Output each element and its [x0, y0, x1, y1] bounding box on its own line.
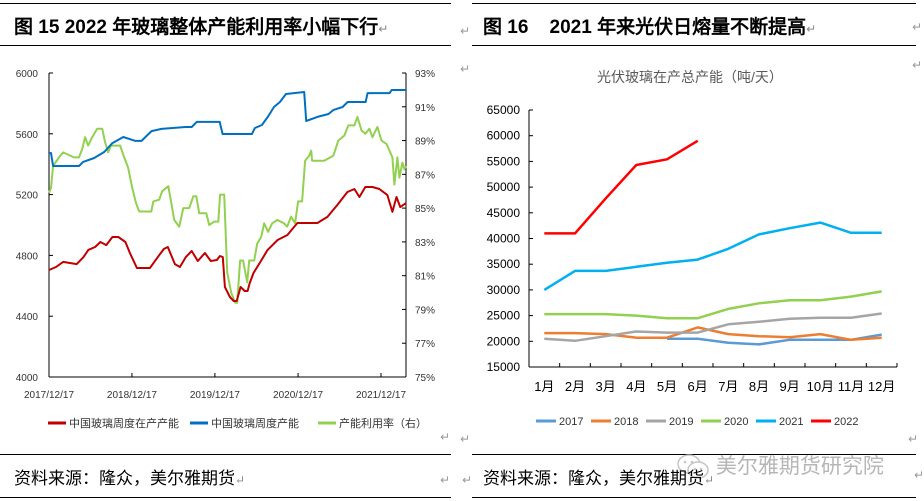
series-line-2021: [543, 221, 882, 291]
legend-label: 产能利用率（右）: [339, 416, 427, 430]
wechat-icon: [677, 454, 709, 480]
x-tick-label: 2017/12/17: [24, 390, 74, 401]
y2-tick-label: 77%: [415, 339, 435, 350]
x-tick-label: 12月: [868, 379, 895, 394]
legend-label: 2020: [724, 416, 748, 428]
y-tick-label: 60000: [487, 129, 521, 143]
y-tick-label: 65000: [487, 103, 521, 117]
legend-label: 2021: [779, 416, 803, 428]
y-tick-label: 35000: [487, 257, 521, 271]
y2-tick-label: 83%: [415, 238, 435, 249]
series-line-0: [48, 186, 407, 302]
divider: [0, 497, 451, 498]
paragraph-mark: ↵: [912, 20, 923, 34]
x-tick-label: 2019/12/17: [190, 390, 240, 401]
left-figure-title: 图 15 2022 年玻璃整体产能利用率小幅下行↵: [14, 17, 389, 38]
y2-tick-label: 81%: [415, 272, 435, 283]
series-line-1: [49, 89, 406, 167]
left-source-note: 资料来源：隆众，美尔雅期货↵: [14, 469, 246, 488]
x-tick-label: 9月: [780, 379, 800, 394]
y-tick-label: 45000: [487, 206, 521, 220]
legend-label: 中国玻璃周度在产产能: [69, 416, 179, 430]
divider: [0, 3, 451, 4]
y-tick-label: 55000: [487, 154, 521, 168]
paragraph-mark: ↵: [460, 62, 471, 76]
paragraph-mark: ↵: [912, 58, 923, 72]
y2-tick-label: 87%: [415, 170, 435, 181]
paragraph-mark: ↵: [462, 473, 473, 487]
y-tick-label: 4000: [16, 373, 39, 384]
y-tick-label: 50000: [487, 180, 521, 194]
series-line-2: [48, 115, 407, 304]
x-tick-label: 4月: [626, 379, 646, 394]
paragraph-mark: ↵: [440, 473, 451, 487]
y2-tick-label: 89%: [415, 137, 435, 148]
series-line-2020: [544, 290, 882, 320]
x-tick-label: 1月: [534, 379, 554, 394]
divider: [472, 45, 916, 46]
right-source-note: 资料来源：隆众，美尔雅期货↵: [483, 469, 715, 488]
watermark: 美尔雅期货研究院: [676, 450, 884, 481]
divider: [0, 454, 451, 455]
y-tick-label: 20000: [487, 334, 521, 348]
paragraph-mark: ↵: [914, 468, 924, 482]
paragraph-mark: ↵: [460, 432, 471, 446]
x-tick-label: 11月: [838, 379, 865, 394]
y-tick-label: 5200: [16, 191, 39, 202]
y-tick-label: 40000: [487, 232, 521, 246]
chart-title: 光伏玻璃在产总产能（吨/天）: [597, 69, 783, 85]
legend-label: 中国玻璃周度产能: [211, 416, 299, 430]
y2-tick-label: 79%: [415, 305, 435, 316]
y-tick-label: 4400: [16, 312, 39, 323]
y-tick-label: 15000: [487, 360, 521, 374]
legend-label: 2018: [614, 416, 638, 428]
x-tick-label: 3月: [596, 379, 616, 394]
y-tick-label: 25000: [487, 309, 521, 323]
paragraph-mark: ↵: [440, 430, 451, 444]
y2-tick-label: 93%: [415, 69, 435, 80]
x-tick-label: 2018/12/17: [107, 390, 157, 401]
y-tick-label: 5600: [16, 130, 39, 141]
x-tick-label: 2月: [565, 379, 585, 394]
divider: [0, 45, 451, 46]
paragraph-mark: ↵: [460, 24, 471, 38]
x-tick-label: 7月: [718, 379, 738, 394]
divider: [472, 454, 916, 455]
series-line-2018: [544, 326, 882, 342]
x-tick-label: 2020/12/17: [273, 390, 323, 401]
y2-tick-label: 75%: [415, 373, 435, 384]
x-tick-label: 8月: [749, 379, 769, 394]
series-line-2022: [544, 139, 699, 235]
x-tick-label: 5月: [657, 379, 677, 394]
legend-label: 2019: [669, 416, 693, 428]
y2-tick-label: 85%: [415, 204, 435, 215]
x-tick-label: 2021/12/17: [356, 390, 406, 401]
x-tick-label: 6月: [688, 379, 708, 394]
paragraph-mark: ↵: [908, 432, 919, 446]
divider: [472, 3, 916, 4]
legend-label: 2022: [834, 416, 858, 428]
right-figure-title: 图 16 2021 年来光伏日熔量不断提高↵: [483, 17, 817, 38]
y2-tick-label: 91%: [415, 103, 435, 114]
series-line-2019: [544, 312, 882, 343]
divider: [472, 497, 916, 498]
y-tick-label: 30000: [487, 283, 521, 297]
legend-label: 2017: [559, 416, 583, 428]
x-tick-label: 10月: [807, 379, 834, 394]
y-tick-label: 6000: [16, 69, 39, 80]
y-tick-label: 4800: [16, 251, 39, 262]
